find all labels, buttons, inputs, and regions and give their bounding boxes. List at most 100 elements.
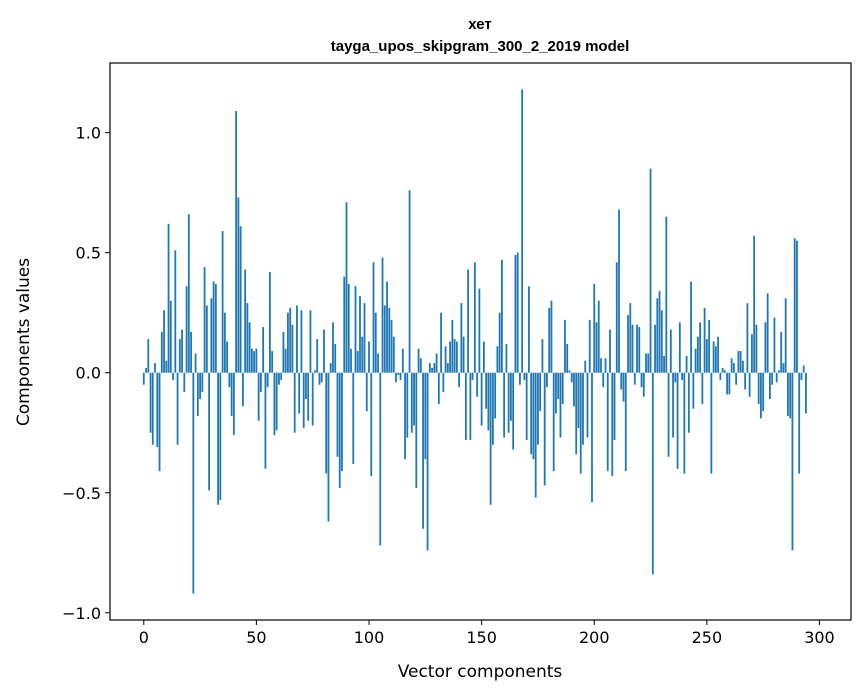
bar xyxy=(591,372,593,503)
bar xyxy=(232,372,235,436)
bar xyxy=(624,372,627,472)
bar xyxy=(187,214,190,373)
bar xyxy=(435,353,438,373)
bar xyxy=(787,372,789,416)
bar xyxy=(791,372,794,551)
bar xyxy=(241,372,244,407)
bar xyxy=(588,319,591,373)
bar xyxy=(800,372,803,380)
bar xyxy=(230,372,233,416)
bar xyxy=(327,372,330,522)
bar xyxy=(260,372,262,392)
bar xyxy=(665,216,668,373)
bar xyxy=(564,319,566,373)
bar xyxy=(419,358,422,373)
bar xyxy=(323,329,325,373)
x-tick-label: 100 xyxy=(354,628,385,647)
bar xyxy=(674,372,677,383)
bar xyxy=(383,305,386,373)
x-tick-label: 0 xyxy=(139,628,149,647)
bar xyxy=(721,367,724,373)
bar xyxy=(404,372,406,460)
bar xyxy=(728,372,731,395)
bar xyxy=(253,351,256,373)
bar xyxy=(611,372,614,476)
bar xyxy=(181,329,183,373)
bar xyxy=(266,372,269,388)
bar xyxy=(352,372,355,464)
bar xyxy=(570,372,573,383)
bar xyxy=(739,351,742,373)
bar xyxy=(796,240,798,373)
bar xyxy=(609,329,611,373)
chart-subtitle: tayga_upos_skipgram_300_2_2019 model xyxy=(331,38,630,55)
bar xyxy=(147,339,150,373)
bar xyxy=(482,341,485,373)
bar xyxy=(248,322,251,373)
bar xyxy=(575,372,578,455)
x-tick-label: 150 xyxy=(466,628,497,647)
bar xyxy=(658,291,661,373)
bar xyxy=(629,303,632,373)
bar xyxy=(645,353,647,373)
bar xyxy=(318,372,321,385)
bar xyxy=(735,372,738,385)
bar xyxy=(359,295,361,373)
bar xyxy=(685,355,688,373)
bar xyxy=(203,267,206,373)
bar xyxy=(676,372,679,469)
bar xyxy=(350,348,352,373)
bar xyxy=(755,324,758,373)
bar xyxy=(453,339,456,373)
bar xyxy=(613,372,616,440)
bar xyxy=(487,372,490,431)
bar xyxy=(550,300,553,373)
bar xyxy=(593,283,596,373)
bar xyxy=(365,372,368,412)
bar xyxy=(401,348,404,373)
bar xyxy=(235,111,238,373)
bar xyxy=(478,288,481,373)
bar xyxy=(287,312,289,373)
bar xyxy=(194,353,197,373)
bar xyxy=(541,339,544,373)
bar xyxy=(390,319,393,373)
bar xyxy=(793,238,796,373)
bar xyxy=(660,310,663,373)
bar xyxy=(600,358,602,373)
bar xyxy=(690,281,692,373)
bar xyxy=(694,348,697,373)
bar xyxy=(766,293,769,373)
bar xyxy=(219,372,222,500)
bar xyxy=(712,341,715,373)
bar xyxy=(210,298,213,373)
bar xyxy=(237,197,240,373)
bar xyxy=(501,259,503,373)
bar xyxy=(771,372,774,385)
bar xyxy=(185,286,188,373)
bar xyxy=(744,372,747,390)
bar xyxy=(226,341,229,373)
bar xyxy=(555,372,557,414)
x-tick-label: 200 xyxy=(579,628,610,647)
bar xyxy=(705,339,708,373)
bar xyxy=(708,319,711,373)
bar xyxy=(584,360,587,373)
bar xyxy=(696,336,699,373)
bar xyxy=(169,300,172,373)
bar xyxy=(633,372,636,385)
bar xyxy=(408,190,411,373)
bar xyxy=(431,367,433,373)
plot-area-frame xyxy=(109,62,852,621)
bar xyxy=(426,372,429,551)
bar xyxy=(298,372,301,414)
bar xyxy=(552,372,555,472)
bar xyxy=(354,286,357,373)
bar xyxy=(512,372,515,450)
bar xyxy=(730,358,733,373)
bar xyxy=(255,348,258,373)
bar xyxy=(636,324,638,373)
bar xyxy=(460,303,463,373)
bar xyxy=(489,372,492,505)
